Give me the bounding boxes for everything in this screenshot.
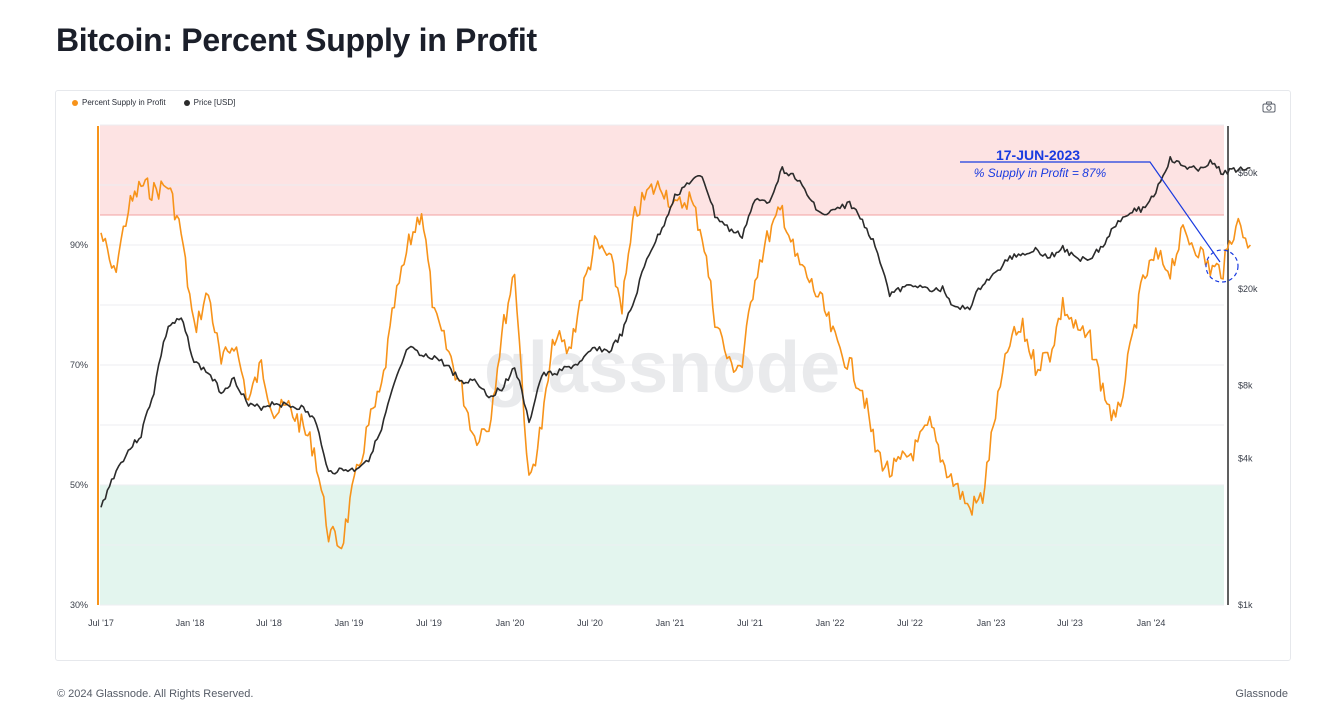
x-tick-label: Jul '19 [416,618,442,628]
series-line-price [100,156,1251,508]
y-right-tick-label: $4k [1238,454,1253,464]
y-right-tick-label: $60k [1238,168,1258,178]
x-tick-label: Jan '22 [816,618,845,628]
y-left-tick-label: 30% [70,600,88,610]
x-tick-label: Jan '19 [335,618,364,628]
annotation-leader [960,161,1221,263]
x-tick-label: Jul '22 [897,618,923,628]
annotation-marker [1205,249,1239,283]
x-tick-label: Jul '23 [1057,618,1083,628]
x-tick-label: Jul '17 [88,618,114,628]
copyright-text: © 2024 Glassnode. All Rights Reserved. [57,688,254,700]
series-line-supply [100,177,1252,550]
y-left-tick-label: 70% [70,360,88,370]
legend-label-price: Price [USD] [193,98,236,107]
legend-item-price[interactable]: Price [USD] [183,98,236,107]
legend-swatch-price [183,99,190,106]
x-tick-label: Jul '18 [256,618,282,628]
x-tick-label: Jul '21 [737,618,763,628]
annotation-text: % Supply in Profit = 87% [974,166,1107,180]
x-tick-label: Jan '18 [176,618,205,628]
band-high [100,125,1224,215]
annotation-date: 17-JUN-2023 [996,147,1080,163]
x-tick-label: Jan '21 [656,618,685,628]
y-right-tick-label: $1k [1238,600,1253,610]
y-right-tick-label: $8k [1238,381,1253,391]
y-right-tick-label: $20k [1238,284,1258,294]
legend-label-supply: Percent Supply in Profit [82,98,166,107]
watermark-text: glassnode [484,328,840,408]
x-tick-label: Jan '20 [496,618,525,628]
x-tick-label: Jan '23 [977,618,1006,628]
y-left-tick-label: 50% [70,480,88,490]
camera-icon[interactable] [1262,101,1276,113]
x-tick-label: Jan '24 [1137,618,1166,628]
page-title: Bitcoin: Percent Supply in Profit [56,22,537,58]
legend-swatch-supply [72,99,78,106]
chart-legend: Percent Supply in Profit Price [USD] [72,98,235,107]
legend-item-supply[interactable]: Percent Supply in Profit [72,98,166,107]
brand-text: Glassnode [1235,688,1288,700]
y-left-tick-label: 90% [70,240,88,250]
x-tick-label: Jul '20 [577,618,603,628]
